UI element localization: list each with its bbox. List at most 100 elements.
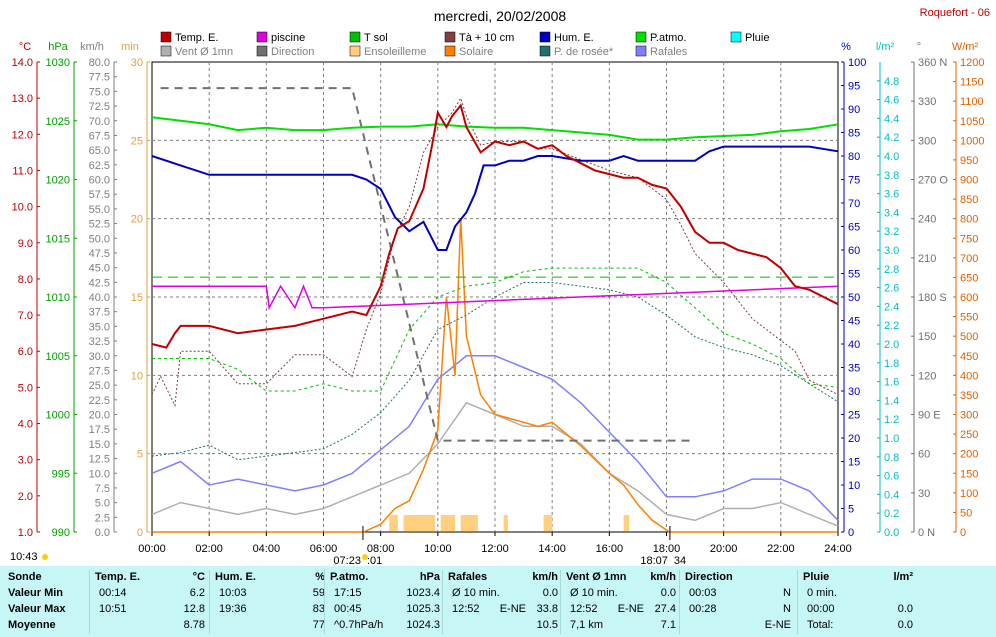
station-name: Roquefort - 06 [920,7,990,19]
legend-label: Direction [271,46,314,58]
tick-label-hum: 0 [848,527,854,539]
tick-label-wind: 52.5 [89,219,110,231]
summary-row-label: Valeur Max [8,603,66,615]
tick-label-solar: 50 [960,507,972,519]
x-tick-label: 04:00 [253,543,281,555]
tick-label-rain: 0.2 [884,508,899,520]
x-tick-label: 18:00 [653,543,681,555]
x-tick-label: 10:00 [424,543,452,555]
tick-label-wind: 15.0 [89,439,110,451]
sunshine-bar [543,515,553,531]
tick-label-solar: 100 [960,488,978,500]
tick-label-solar: 1100 [960,96,984,108]
legend-label: T sol [364,32,388,44]
tick-label-rain: 4.0 [884,151,899,163]
summary-value: 77 [312,619,325,631]
summary-unit: km/h [650,571,676,583]
summary-time: 00:00 [807,603,835,615]
tick-label-wind: 2.5 [95,512,110,524]
legend-swatch [349,31,361,43]
tick-label-wind: 20.0 [89,410,110,422]
tick-label-solar: 800 [960,214,978,226]
tick-label-wind: 0.0 [95,527,110,539]
tick-label-solar: 850 [960,194,978,206]
tick-label-solar: 600 [960,292,978,304]
summary-direction: E-NE [499,603,526,615]
legend: Temp. E. piscine T sol Tà + 10 cm Hum. E. P.a… [160,31,769,58]
tick-label-wind: 10.0 [89,468,110,480]
summary-time: 17:15 [334,587,362,599]
summary-time: 10:51 [99,603,127,615]
legend-swatch [635,31,647,43]
tick-label-press: 1020 [46,175,70,187]
tick-label-hum: 80 [848,151,860,163]
tick-label-solar: 200 [960,449,978,461]
sunshine-bar [389,515,398,531]
series-line-t-10-cm [151,96,839,408]
tick-label-wind: 27.5 [89,365,110,377]
tick-label-min: 15 [131,292,143,304]
x-tick-label: 16:00 [596,543,624,555]
tick-label-temp: 4.0 [18,419,33,431]
tick-label-temp: 3.0 [18,455,33,467]
summary-time: Ø 10 min. [570,587,618,599]
tick-label-wind: 30.0 [89,351,110,363]
tick-label-solar: 150 [960,468,978,480]
tick-label-solar: 750 [960,233,978,245]
tick-label-min: 30 [131,57,143,69]
legend-swatch [635,45,647,57]
tick-label-solar: 1050 [960,116,984,128]
tick-label-rain: 1.2 [884,414,899,426]
x-tick-label: 02:00 [195,543,223,555]
tick-label-rain: 2.0 [884,339,899,351]
tick-label-solar: 900 [960,175,978,187]
tick-label-hum: 50 [848,292,860,304]
tick-label-solar: 300 [960,410,978,422]
tick-label-rain: 0.6 [884,471,899,483]
tick-label-hum: 5 [848,504,854,516]
axis-unit-rain: l/m² [876,41,895,53]
tick-label-dir: 330 [918,96,936,108]
tick-label-wind: 5.0 [95,498,110,510]
tick-label-rain: 3.0 [884,245,899,257]
tick-label-wind: 45.0 [89,263,110,275]
tick-label-rain: 2.2 [884,320,899,332]
summary-time: ^0.7hPa/h [334,619,384,631]
tick-label-rain: 3.6 [884,189,899,201]
summary-unit: hPa [419,571,440,583]
axis-unit-wind: km/h [80,41,104,53]
legend-label: Solaire [459,46,493,58]
summary-value: 27.4 [654,603,676,615]
tick-label-press: 1015 [46,233,70,245]
tick-label-dir: 270 O [918,175,948,187]
tick-label-min: 25 [131,135,143,147]
summary-time: 12:52 [452,603,480,615]
sun-icon [42,554,48,560]
tick-label-solar: 450 [960,351,978,363]
tick-label-dir: 240 [918,214,936,226]
tick-label-hum: 15 [848,457,860,469]
summary-header: Direction [685,571,733,583]
tick-label-temp: 7.0 [18,310,33,322]
sunrise-label: 07:23 [333,555,361,566]
tick-label-dir: 210 [918,253,936,265]
summary-time: 00:45 [334,603,362,615]
legend-swatch [539,45,551,57]
tick-label-rain: 4.2 [884,132,899,144]
tick-label-press: 1005 [46,351,70,363]
sunshine-bar [403,515,435,531]
tick-label-dir: 90 E [918,410,941,422]
tick-label-dir: 180 S [918,292,947,304]
tick-label-temp: 1.0 [18,527,33,539]
series-line-hum-e- [151,145,839,251]
tick-label-wind: 42.5 [89,277,110,289]
series-line-temp-e- [151,103,839,349]
summary-table: Sonde Temp. E. °C Hum. E.% P.atmo. hPa Rafales… [0,566,996,637]
series-line-solaire [152,218,838,533]
tick-label-temp: 12.0 [12,129,33,141]
tick-label-temp: 5.0 [18,382,33,394]
summary-row-label: Valeur Min [8,587,64,599]
summary-value: 0.0 [660,587,676,599]
axis-unit-dir: ° [917,41,921,53]
tick-label-rain: 2.6 [884,283,899,295]
